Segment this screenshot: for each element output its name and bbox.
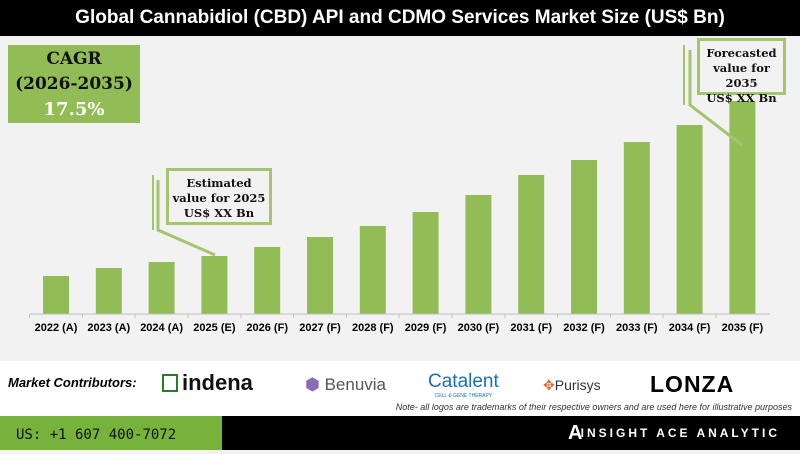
cagr-period: (2026-2035) <box>15 74 133 94</box>
logo-subtitle: CELL & GENE THERAPY <box>434 393 493 399</box>
x-tick-label: 2022 (A) <box>35 322 78 334</box>
logo-text: indena <box>182 370 253 395</box>
chart-title: Global Cannabidiol (CBD) API and CDMO Se… <box>0 0 800 36</box>
logo-purisys: ✥Purisys <box>543 377 601 394</box>
callout-line: value for 2035 <box>713 61 770 90</box>
x-tick-label: 2034 (F) <box>669 322 711 334</box>
x-tick-label: 2029 (F) <box>405 322 447 334</box>
cagr-box: CAGR (2026-2035) 17.5% <box>8 45 140 123</box>
bar-2030 (F) <box>465 195 492 314</box>
x-tick-label: 2023 (A) <box>87 322 130 334</box>
x-tick-label: 2033 (F) <box>616 322 658 334</box>
bar-2035 (F) <box>729 101 756 314</box>
bar-2025 (E) <box>201 256 228 314</box>
logo-text: Catalent <box>428 371 499 392</box>
phone-number: US: +1 607 400-7072 <box>0 416 222 450</box>
x-tick-label: 2027 (F) <box>299 322 341 334</box>
trademark-note: Note- all logos are trademarks of their … <box>395 402 792 412</box>
bar-2032 (F) <box>571 160 597 314</box>
callout-forecasted-2035: Forecasted value for 2035 US$ XX Bn <box>697 38 786 105</box>
callout-estimated-2025: Estimated value for 2025 US$ XX Bn <box>166 168 272 225</box>
x-tick-label: 2030 (F) <box>458 322 500 334</box>
x-tick-label: 2035 (F) <box>722 322 764 334</box>
logo-text: Purisys <box>554 377 601 393</box>
cagr-label: CAGR <box>46 49 102 69</box>
callout-line: US$ XX Bn <box>183 206 255 220</box>
callout-2025-pointer <box>156 180 216 257</box>
cagr-value: 17.5% <box>43 99 105 120</box>
benuvia-hexagon-icon: ⬢ <box>305 375 320 394</box>
contributors-label: Market Contributors: <box>8 375 137 390</box>
logo-benuvia: ⬢ Benuvia <box>305 375 386 395</box>
bar-2027 (F) <box>307 237 333 314</box>
contributors-section: Market Contributors: indena ⬢ Benuvia Ca… <box>0 361 800 416</box>
x-tick-label: 2028 (F) <box>352 322 394 334</box>
x-tick-label: 2031 (F) <box>510 322 552 334</box>
bar-chart: 2022 (A) 2023 (A) 2024 (A) 2025 (E) 2026 (F)… <box>29 45 770 334</box>
logo-indena: indena <box>162 370 253 396</box>
brand-name: INSIGHT ACE ANALYTIC <box>580 426 780 440</box>
logo-catalent: Catalent CELL & GENE THERAPY <box>428 371 499 399</box>
bar-2026 (F) <box>254 247 281 314</box>
bar-2024 (A) <box>148 262 175 314</box>
bar-2022 (A) <box>43 276 69 314</box>
bar-2023 (A) <box>95 268 122 314</box>
bar-2029 (F) <box>412 212 439 314</box>
logo-text: Benuvia <box>324 375 387 394</box>
x-tick-label: 2026 (F) <box>246 322 288 334</box>
brand-bar: A INSIGHT ACE ANALYTIC <box>222 416 800 450</box>
callout-line: value for 2025 <box>172 191 266 205</box>
indena-mark-icon <box>162 374 178 392</box>
callout-line: Forecasted <box>706 46 777 60</box>
callout-line: Estimated <box>186 176 252 190</box>
bar-2034 (F) <box>676 125 703 314</box>
brand-logo-icon: A <box>568 422 583 444</box>
x-tick-label: 2024 (A) <box>140 322 183 334</box>
logo-lonza: LONZA <box>650 371 735 397</box>
bar-2033 (F) <box>623 142 650 314</box>
callout-line: US$ XX Bn <box>706 91 777 105</box>
bar-2028 (F) <box>359 226 386 314</box>
x-tick-label: 2032 (F) <box>563 322 605 334</box>
bar-2031 (F) <box>518 175 545 314</box>
x-tick-label: 2025 (E) <box>193 322 236 334</box>
callout-2035-pointer <box>688 50 743 147</box>
purisys-mark-icon: ✥ <box>543 377 555 393</box>
